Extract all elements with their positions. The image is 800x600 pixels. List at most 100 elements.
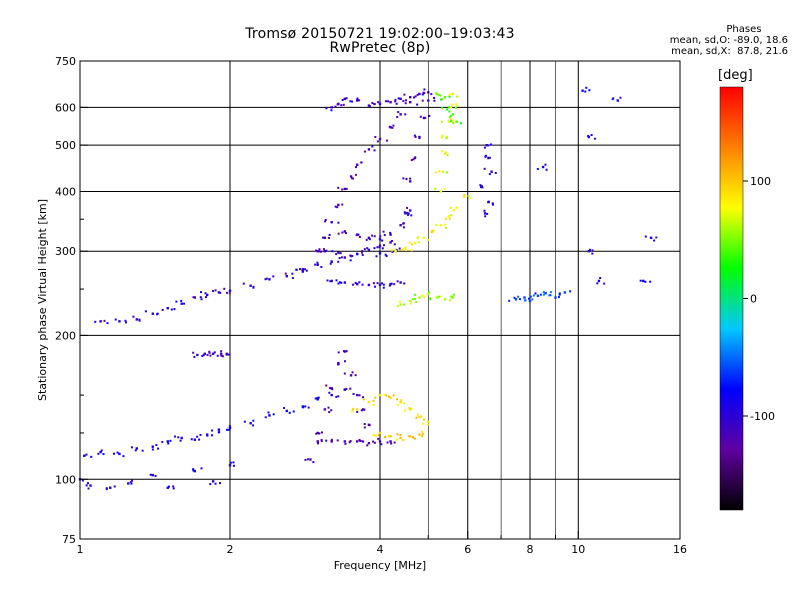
- data-point: [483, 212, 487, 215]
- data-point-scatter: [390, 442, 393, 445]
- data-point: [330, 440, 333, 443]
- data-point: [367, 283, 371, 287]
- data-point-scatter: [161, 440, 164, 443]
- data-point-scatter: [381, 247, 384, 250]
- data-point-scatter: [199, 433, 202, 436]
- data-point-scatter: [479, 186, 482, 189]
- data-point-scatter: [113, 452, 116, 455]
- data-point-scatter: [489, 143, 492, 146]
- data-point: [389, 435, 392, 438]
- data-point-scatter: [354, 281, 357, 284]
- data-point: [109, 486, 112, 489]
- data-point-scatter: [209, 354, 212, 357]
- data-point: [330, 393, 333, 397]
- data-point-scatter: [377, 434, 380, 437]
- phase-header: Phases: [726, 24, 762, 35]
- data-point-scatter: [396, 403, 399, 406]
- data-point: [399, 436, 402, 440]
- data-point: [418, 92, 421, 96]
- grid-lines: [80, 61, 680, 539]
- data-point-scatter: [450, 118, 453, 121]
- data-point-scatter: [491, 203, 494, 206]
- data-point-scatter: [406, 211, 409, 214]
- data-point-scatter: [214, 482, 217, 485]
- data-point-scatter: [349, 387, 352, 390]
- data-point-scatter: [85, 453, 88, 456]
- data-point: [193, 469, 197, 473]
- colorbar: [719, 86, 744, 511]
- data-point-scatter: [456, 104, 459, 107]
- data-point-scatter: [168, 485, 171, 488]
- data-point-scatter: [223, 287, 226, 290]
- data-point-scatter: [358, 438, 361, 441]
- data-point-scatter: [335, 253, 338, 256]
- data-point: [409, 435, 412, 438]
- data-point-scatter: [305, 269, 308, 272]
- data-point-scatter: [129, 481, 132, 484]
- data-point-scatter: [450, 92, 453, 95]
- data-point: [563, 291, 567, 294]
- data-point-scatter: [337, 363, 340, 366]
- data-point-scatter: [360, 161, 363, 164]
- data-point-scatter: [534, 292, 537, 295]
- data-point-scatter: [327, 406, 330, 409]
- data-point-scatter: [433, 99, 436, 102]
- data-point-scatter: [317, 442, 320, 445]
- chart-subtitle: RwPretec (8p): [329, 40, 431, 56]
- data-point-scatter: [408, 241, 411, 244]
- data-point-scatter: [371, 145, 374, 148]
- data-point-scatter: [421, 432, 424, 435]
- data-point-scatter: [307, 406, 310, 409]
- data-point-scatter: [204, 296, 207, 299]
- data-point-scatter: [337, 351, 340, 354]
- data-point-scatter: [491, 202, 494, 205]
- data-point-scatter: [410, 407, 413, 410]
- data-point: [587, 250, 591, 253]
- y-tick-label: 500: [55, 139, 76, 152]
- data-point: [367, 104, 371, 107]
- data-point-scatter: [337, 186, 340, 189]
- data-point-scatter: [596, 282, 599, 285]
- data-point-scatter: [373, 103, 376, 106]
- data-point-scatter: [373, 285, 376, 288]
- data-point-scatter: [405, 249, 408, 252]
- data-point-scatter: [390, 282, 393, 285]
- data-point-scatter: [351, 100, 354, 103]
- data-point-scatter: [373, 441, 376, 444]
- data-point-scatter: [396, 305, 399, 308]
- data-point-scatter: [424, 116, 427, 119]
- data-point: [343, 97, 347, 101]
- data-point-scatter: [438, 170, 441, 173]
- data-point-scatter: [413, 134, 416, 137]
- data-point-scatter: [243, 420, 246, 423]
- data-point: [349, 175, 353, 178]
- data-point-scatter: [103, 319, 106, 322]
- data-point-scatter: [225, 291, 228, 294]
- data-point-scatter: [395, 102, 398, 105]
- data-point-scatter: [227, 353, 230, 356]
- data-point-scatter: [414, 95, 417, 98]
- data-point-scatter: [242, 282, 245, 285]
- y-axis-ticks: 75 100 200 300 400 500 600 750: [55, 55, 88, 546]
- data-point-scatter: [372, 399, 375, 402]
- data-point-scatter: [413, 437, 416, 440]
- data-point: [409, 100, 412, 104]
- data-point: [355, 440, 359, 443]
- data-point-scatter: [587, 134, 590, 137]
- data-point-scatter: [341, 99, 344, 102]
- data-point-scatter: [225, 353, 228, 356]
- data-point-scatter: [358, 281, 361, 284]
- data-point-scatter: [439, 295, 442, 298]
- data-point-scatter: [403, 282, 406, 285]
- data-point-scatter: [373, 247, 376, 250]
- data-point: [301, 270, 305, 273]
- data-point-scatter: [390, 249, 393, 252]
- data-point-scatter: [443, 188, 446, 191]
- data-point-scatter: [649, 280, 652, 283]
- data-point: [203, 352, 206, 356]
- data-point-scatter: [366, 247, 369, 250]
- data-point-scatter: [227, 428, 230, 431]
- data-point-scatter: [379, 235, 382, 238]
- data-point: [389, 241, 392, 244]
- data-point-scatter: [407, 213, 410, 216]
